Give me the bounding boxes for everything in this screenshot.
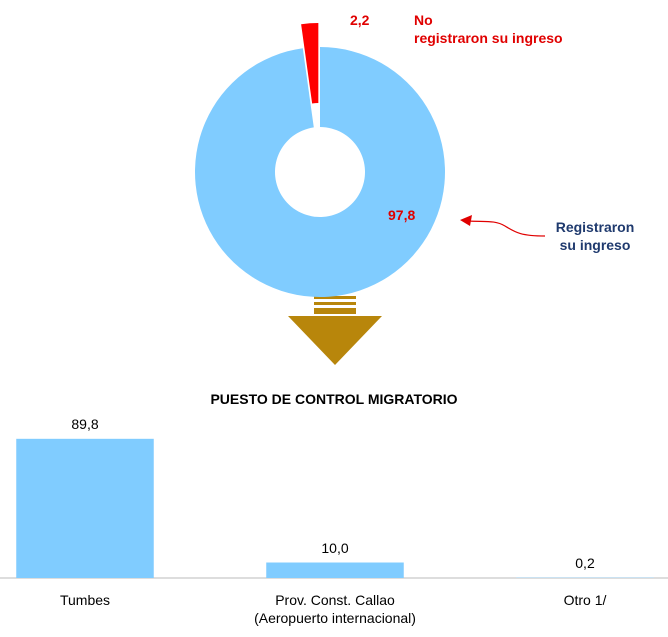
annotation-arrowhead [460, 215, 472, 226]
data-label: 0,2 [575, 554, 595, 571]
donut-slice [301, 23, 319, 104]
donut-slice [194, 47, 445, 297]
data-label: 10,0 [321, 539, 349, 556]
flow-arrow [288, 296, 382, 365]
bar [266, 562, 404, 578]
chart-title: PUESTO DE CONTROL MIGRATORIO [210, 391, 458, 407]
bar [16, 438, 154, 578]
legend-label: No registraron su ingreso [414, 12, 563, 46]
data-label: 97,8 [388, 207, 416, 223]
x-tick-label: Tumbes [59, 592, 111, 608]
data-label: 2,2 [350, 12, 370, 28]
legend-label: Registraron su ingreso [555, 219, 635, 253]
annotation-line [467, 220, 546, 237]
x-tick-label: Prov. Const. Callao (Aeropuerto internac… [254, 592, 416, 626]
x-tick-label: Otro 1/ [563, 592, 607, 608]
data-label: 89,8 [71, 415, 99, 432]
